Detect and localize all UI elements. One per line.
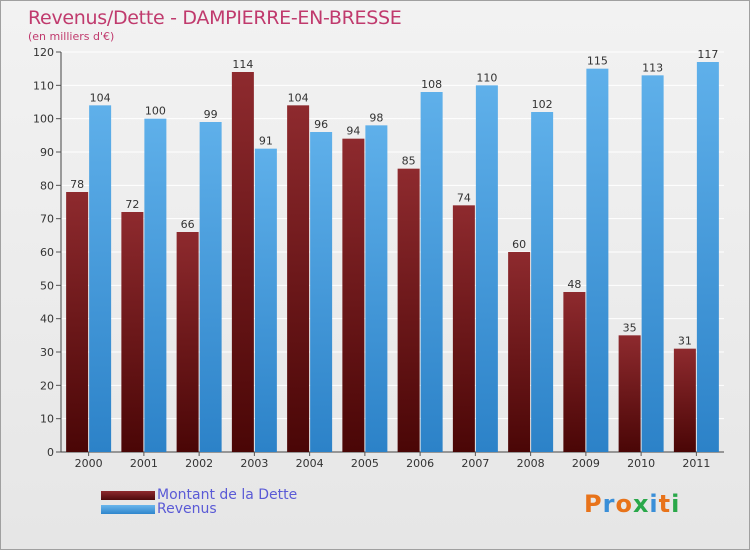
data-label-revenus: 117 [697,48,718,61]
x-tick-label: 2000 [75,457,103,470]
y-tick-label: 30 [40,346,54,359]
bar-revenus [310,132,333,452]
data-label-dette: 35 [623,321,637,334]
x-tick-label: 2011 [682,457,710,470]
data-label-dette: 72 [125,198,139,211]
bar-dette [618,335,641,452]
y-tick-label: 120 [33,46,54,59]
legend-label-revenus: Revenus [157,501,217,517]
data-label-revenus: 96 [314,118,328,131]
bar-dette [287,105,310,452]
bar-revenus [696,62,719,452]
chart-subtitle: (en milliers d'€) [28,30,115,43]
legend-swatch-revenus [101,504,155,514]
logo-letter: P [584,490,603,518]
bar-revenus [641,75,664,452]
bar-dette [176,232,199,452]
y-tick-label: 90 [40,146,54,159]
proxiti-logo: Proxiti [584,490,680,518]
bar-dette [673,348,696,452]
logo-letter: i [671,490,681,518]
y-tick-label: 60 [40,246,54,259]
y-tick-label: 100 [33,113,54,126]
data-label-revenus: 110 [476,71,497,84]
y-tick-label: 110 [33,79,54,92]
y-tick-label: 10 [40,413,54,426]
bar-revenus [365,125,388,452]
chart-title: Revenus/Dette - DAMPIERRE-EN-BRESSE [28,7,402,29]
x-tick-label: 2002 [185,457,213,470]
data-label-revenus: 104 [90,91,111,104]
data-label-revenus: 102 [532,98,553,111]
legend-label-dette: Montant de la Dette [157,487,298,503]
data-label-dette: 74 [457,191,471,204]
x-tick-label: 2004 [296,457,324,470]
x-tick-label: 2005 [351,457,379,470]
bar-revenus [586,68,609,453]
data-label-dette: 60 [512,238,526,251]
bar-dette [563,292,586,452]
data-label-dette: 94 [346,125,360,138]
data-label-dette: 31 [678,335,692,348]
bar-dette [508,252,531,452]
y-tick-label: 40 [40,313,54,326]
bar-revenus [420,92,443,452]
bar-revenus [475,85,498,452]
x-tick-label: 2010 [627,457,655,470]
data-label-dette: 48 [567,278,581,291]
x-tick-label: 2007 [461,457,489,470]
legend-swatch-dette [101,490,155,500]
logo-letter: r [602,490,616,518]
logo-letter: x [632,490,650,518]
x-tick-label: 2008 [517,457,545,470]
data-label-revenus: 100 [145,105,166,118]
data-label-revenus: 115 [587,55,608,68]
x-tick-label: 2003 [240,457,268,470]
logo-letter: i [649,490,659,518]
logo-letter: t [658,490,672,518]
data-label-dette: 66 [181,218,195,231]
bar-dette [66,192,89,452]
bar-revenus [199,122,222,452]
bar-dette [342,138,365,452]
y-tick-label: 70 [40,213,54,226]
bar-revenus [89,105,112,452]
y-tick-label: 20 [40,379,54,392]
bar-dette [452,205,475,452]
bar-dette [231,72,254,452]
data-label-revenus: 98 [369,111,383,124]
x-tick-label: 2006 [406,457,434,470]
data-label-dette: 85 [402,155,416,168]
legend-item-revenus: Revenus [101,501,217,517]
bar-revenus [144,118,167,453]
data-label-dette: 114 [232,58,253,71]
x-tick-label: 2009 [572,457,600,470]
data-label-revenus: 91 [259,135,273,148]
y-tick-label: 0 [47,446,54,459]
bar-dette [397,168,420,452]
data-label-dette: 78 [70,178,84,191]
x-tick-label: 2001 [130,457,158,470]
y-tick-label: 50 [40,279,54,292]
data-label-revenus: 99 [204,108,218,121]
data-label-revenus: 108 [421,78,442,91]
y-tick-label: 80 [40,179,54,192]
data-label-dette: 104 [288,91,309,104]
logo-letter: o [615,490,633,518]
legend-item-dette: Montant de la Dette [101,487,297,503]
data-label-revenus: 113 [642,61,663,74]
bar-dette [121,212,144,452]
bar-revenus [254,148,277,452]
bar-revenus [531,112,554,452]
